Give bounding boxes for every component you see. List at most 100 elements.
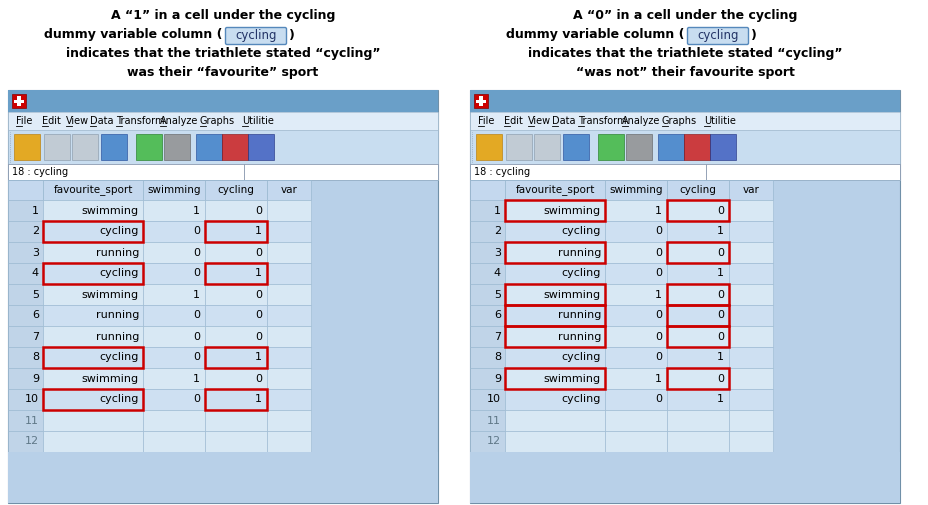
Bar [728, 180, 772, 200]
Bar [8, 130, 437, 164]
Text: 0: 0 [193, 352, 200, 363]
Text: running: running [557, 247, 600, 258]
Text: 1: 1 [716, 352, 723, 363]
Bar [666, 242, 728, 263]
Text: 4: 4 [32, 269, 39, 278]
Text: ): ) [289, 29, 294, 42]
Text: Data: Data [551, 116, 574, 126]
Bar [604, 305, 666, 326]
Text: running: running [96, 331, 139, 341]
Bar [683, 134, 709, 160]
Bar [143, 305, 205, 326]
Bar [43, 389, 143, 410]
Text: 12: 12 [486, 436, 500, 446]
Bar [604, 284, 666, 305]
Bar [266, 431, 311, 452]
Bar [505, 200, 604, 221]
Bar [205, 305, 266, 326]
Bar [728, 263, 772, 284]
Bar [266, 326, 311, 347]
Bar [470, 305, 505, 326]
Text: File: File [16, 116, 32, 126]
Bar [666, 431, 728, 452]
Bar [266, 263, 311, 284]
Bar [666, 263, 728, 284]
Text: var: var [741, 185, 758, 195]
Bar [143, 431, 205, 452]
Text: ): ) [750, 29, 756, 42]
Text: 0: 0 [716, 247, 723, 258]
Bar [604, 431, 666, 452]
Bar [534, 134, 560, 160]
Text: 8: 8 [32, 352, 39, 363]
Bar [8, 90, 437, 503]
Text: swimming: swimming [82, 374, 139, 383]
Bar [205, 200, 266, 221]
Bar [205, 180, 266, 200]
Text: 0: 0 [193, 269, 200, 278]
Bar [470, 263, 505, 284]
Text: 1: 1 [32, 206, 39, 216]
Bar [205, 263, 266, 284]
Bar [505, 284, 604, 305]
Bar [101, 134, 127, 160]
Bar [705, 164, 899, 180]
Text: 0: 0 [193, 311, 200, 321]
Text: 0: 0 [254, 374, 262, 383]
Bar [598, 134, 624, 160]
Bar [728, 368, 772, 389]
Text: View: View [66, 116, 89, 126]
Bar [666, 221, 728, 242]
Bar [470, 112, 899, 130]
Bar [143, 180, 205, 200]
Bar [12, 94, 26, 108]
FancyBboxPatch shape [687, 27, 748, 44]
Text: 2: 2 [32, 227, 39, 236]
Bar [205, 410, 266, 431]
Bar [666, 242, 728, 263]
Bar [666, 305, 728, 326]
Bar [43, 305, 143, 326]
Bar [8, 164, 244, 180]
Text: 9: 9 [494, 374, 500, 383]
Bar [43, 221, 143, 242]
Bar [473, 94, 487, 108]
Text: cycling: cycling [561, 227, 600, 236]
Bar [666, 368, 728, 389]
Text: 4: 4 [494, 269, 500, 278]
Bar [666, 347, 728, 368]
Bar [248, 134, 274, 160]
Text: 5: 5 [32, 289, 39, 299]
Bar [43, 431, 143, 452]
Text: 2: 2 [494, 227, 500, 236]
Bar [143, 410, 205, 431]
Bar [43, 221, 143, 242]
Bar [266, 180, 311, 200]
Bar [666, 410, 728, 431]
Bar [205, 221, 266, 242]
Bar [728, 200, 772, 221]
Text: 0: 0 [716, 206, 723, 216]
Text: favourite_sport: favourite_sport [515, 184, 594, 195]
Text: 1: 1 [716, 269, 723, 278]
Text: 1: 1 [254, 227, 262, 236]
Text: cycling: cycling [561, 269, 600, 278]
Bar [135, 134, 161, 160]
Text: Utilitie: Utilitie [703, 116, 735, 126]
Bar [505, 347, 604, 368]
Bar [709, 134, 735, 160]
Bar [205, 431, 266, 452]
Text: 0: 0 [716, 374, 723, 383]
Text: 0: 0 [193, 247, 200, 258]
Bar [222, 134, 248, 160]
Bar [143, 347, 205, 368]
Bar [625, 134, 651, 160]
Bar [604, 410, 666, 431]
Bar [505, 431, 604, 452]
Text: 1: 1 [193, 289, 200, 299]
Text: 0: 0 [654, 394, 662, 405]
Text: 8: 8 [494, 352, 500, 363]
Bar [505, 305, 604, 326]
Text: 6: 6 [494, 311, 500, 321]
Text: A “1” in a cell under the cycling: A “1” in a cell under the cycling [110, 9, 335, 22]
